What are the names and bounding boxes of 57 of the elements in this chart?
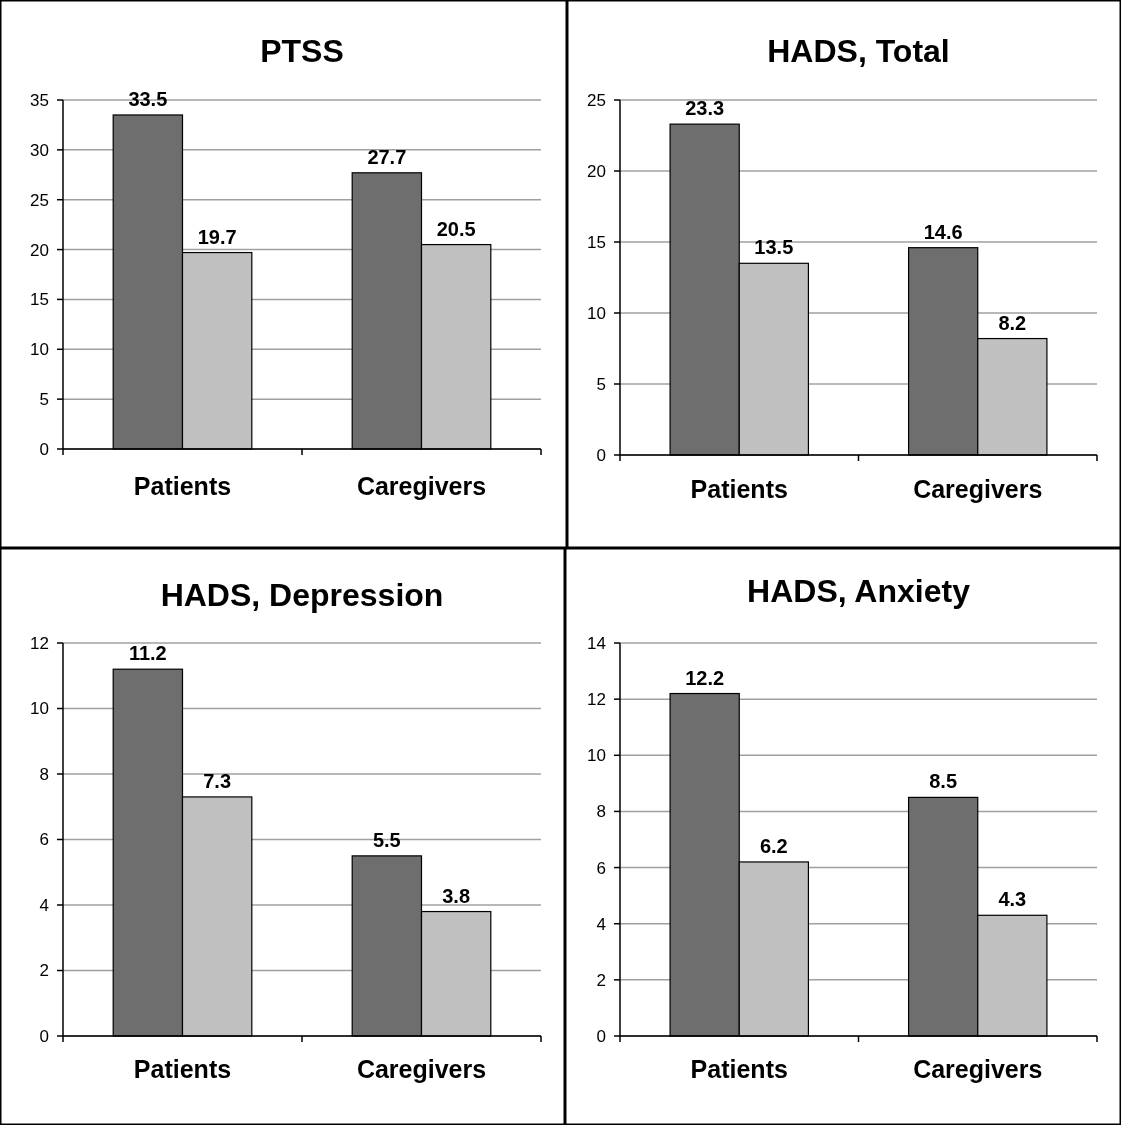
data-label: 6.2 — [759, 834, 788, 857]
x-tick-label: Patients — [133, 472, 232, 500]
y-tick-label: 25 — [30, 190, 49, 210]
y-tick-label: 12 — [30, 633, 49, 653]
data-label: 5.5 — [372, 828, 401, 851]
data-label: 20.5 — [436, 217, 476, 240]
y-tick-label: 10 — [587, 303, 606, 323]
data-label: 14.6 — [923, 220, 963, 243]
y-tick-label: 15 — [587, 232, 606, 252]
data-label: 11.2 — [128, 642, 167, 665]
y-tick-label: 12 — [587, 690, 606, 710]
y-tick-label: 4 — [596, 914, 606, 934]
y-tick-label: 10 — [587, 746, 606, 766]
chart-title: HADS, Depression — [160, 577, 444, 613]
data-label: 27.7 — [367, 145, 407, 168]
x-tick-label: Patients — [690, 475, 788, 503]
data-label: 8.2 — [998, 311, 1027, 334]
chart-title: HADS, Total — [767, 33, 950, 69]
y-tick-label: 4 — [39, 895, 49, 915]
y-tick-label: 35 — [30, 90, 49, 110]
data-label: 23.3 — [685, 97, 725, 120]
y-tick-label: 0 — [596, 1026, 606, 1046]
y-tick-label: 0 — [596, 445, 606, 465]
y-tick-label: 25 — [587, 90, 606, 110]
x-tick-label: Caregivers — [913, 475, 1043, 503]
x-tick-label: Caregivers — [913, 1055, 1043, 1083]
chart-title: PTSS — [260, 33, 344, 69]
data-label: 13.5 — [754, 236, 794, 259]
y-tick-label: 0 — [39, 1026, 49, 1046]
x-tick-label: Patients — [690, 1055, 788, 1083]
y-tick-label: 5 — [596, 374, 606, 394]
y-tick-label: 14 — [587, 633, 606, 653]
y-tick-label: 8 — [596, 802, 606, 822]
data-label: 7.3 — [203, 769, 232, 792]
x-tick-label: Patients — [133, 1055, 232, 1083]
y-tick-label: 20 — [30, 240, 49, 260]
y-tick-label: 6 — [39, 830, 49, 850]
y-tick-label: 15 — [30, 290, 49, 310]
y-tick-label: 2 — [39, 961, 49, 981]
y-tick-label: 10 — [30, 340, 49, 360]
y-tick-label: 5 — [39, 390, 49, 410]
chart-title: HADS, Anxiety — [747, 573, 971, 609]
data-label: 3.8 — [442, 884, 471, 907]
data-label: 4.3 — [998, 888, 1027, 911]
x-tick-label: Caregivers — [356, 472, 487, 500]
y-tick-label: 6 — [596, 858, 606, 878]
y-tick-label: 2 — [596, 970, 606, 990]
data-label: 33.5 — [128, 87, 168, 110]
data-label: 12.2 — [685, 666, 725, 689]
y-tick-label: 0 — [39, 439, 49, 459]
y-tick-label: 8 — [39, 764, 49, 784]
data-label: 19.7 — [197, 225, 237, 248]
y-tick-label: 10 — [30, 699, 49, 719]
y-tick-label: 30 — [30, 140, 49, 160]
x-tick-label: Caregivers — [356, 1055, 487, 1083]
y-tick-label: 20 — [587, 161, 606, 181]
data-label: 8.5 — [929, 770, 958, 793]
